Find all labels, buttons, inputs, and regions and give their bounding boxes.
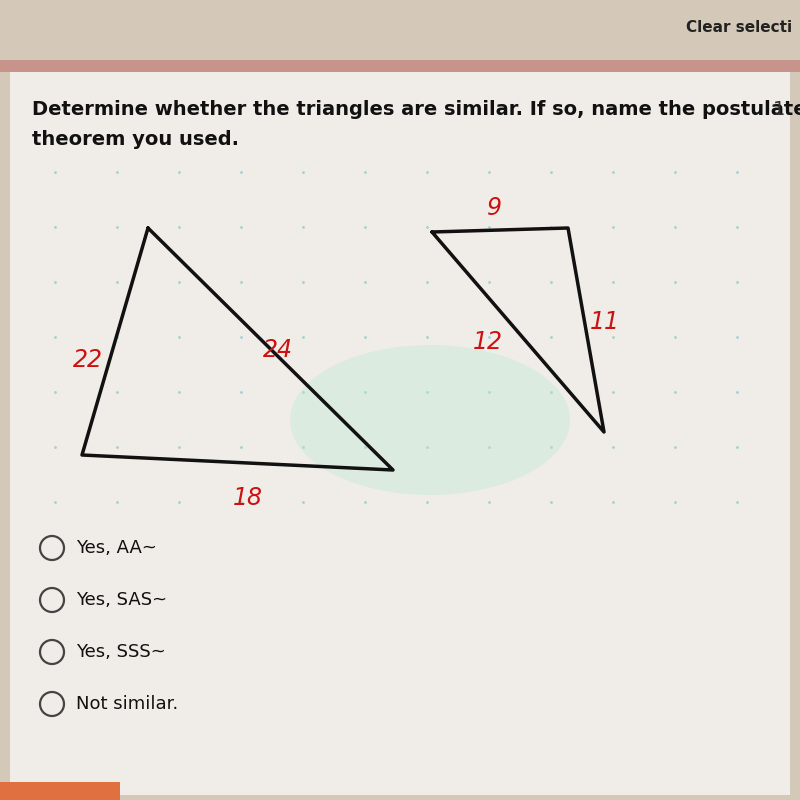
Text: 1: 1 (773, 100, 785, 119)
Text: 11: 11 (590, 310, 620, 334)
Text: Yes, SSS~: Yes, SSS~ (76, 643, 166, 661)
Text: Clear selecti: Clear selecti (686, 21, 792, 35)
Text: 9: 9 (486, 196, 502, 220)
FancyBboxPatch shape (0, 0, 800, 72)
Text: Not similar.: Not similar. (76, 695, 178, 713)
Text: Yes, AA~: Yes, AA~ (76, 539, 157, 557)
Bar (0, 60, 800, 72)
Ellipse shape (290, 345, 570, 495)
Text: 18: 18 (233, 486, 263, 510)
Text: 12: 12 (473, 330, 503, 354)
Text: Determine whether the triangles are similar. If so, name the postulate or: Determine whether the triangles are simi… (32, 100, 800, 119)
Text: 24: 24 (263, 338, 293, 362)
Text: 22: 22 (73, 348, 103, 372)
Bar (0, 782, 120, 800)
Text: Yes, SAS~: Yes, SAS~ (76, 591, 167, 609)
Text: theorem you used.: theorem you used. (32, 130, 239, 149)
